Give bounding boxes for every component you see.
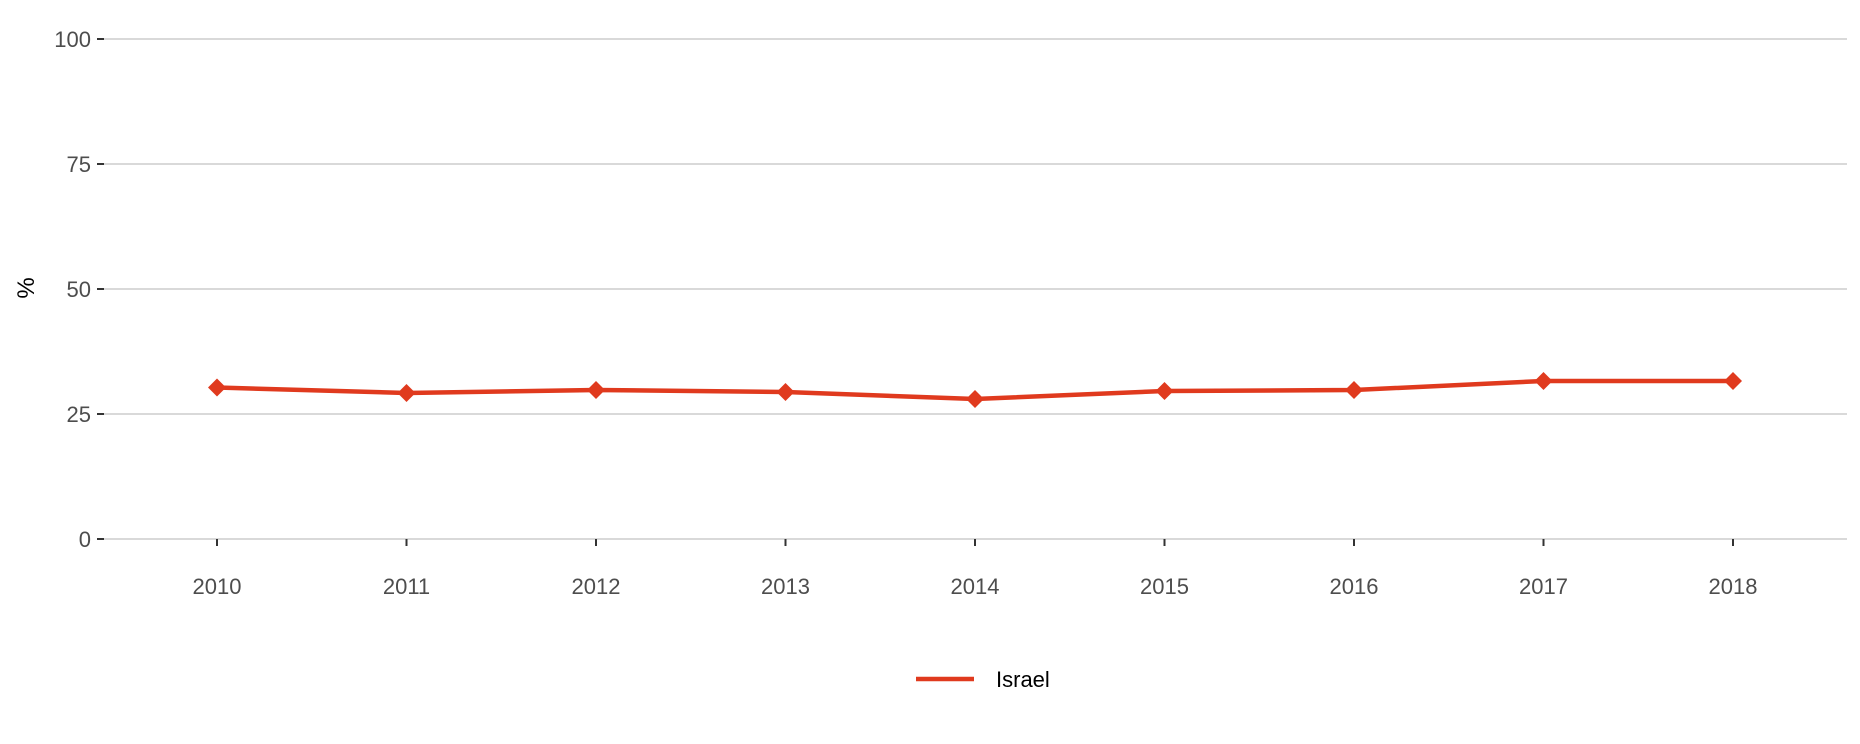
gridlines: [104, 38, 1847, 540]
data-point-marker: [1534, 372, 1553, 390]
x-tick-label: 2010: [193, 574, 242, 599]
data-point-marker: [966, 390, 984, 408]
data-point-marker: [397, 384, 416, 402]
data-point-marker: [587, 381, 605, 399]
data-point-marker: [1345, 381, 1363, 399]
x-tick-label: 2018: [1709, 574, 1758, 599]
x-tick-label: 2016: [1330, 574, 1379, 599]
data-point-marker: [208, 378, 226, 397]
y-tick-label: 25: [67, 402, 91, 427]
y-tick-label: 0: [79, 527, 91, 552]
legend: Israel: [916, 667, 1050, 692]
data-point-marker: [776, 383, 795, 401]
y-tick-label: 75: [67, 152, 91, 177]
legend-label: Israel: [996, 667, 1050, 692]
y-tick-label: 100: [54, 27, 91, 52]
data-point-marker: [1155, 382, 1174, 400]
x-tick-label: 2011: [383, 574, 430, 599]
x-tick-label: 2013: [761, 574, 810, 599]
y-axis: 0 25 50 75 100: [54, 27, 104, 552]
x-tick-label: 2017: [1519, 574, 1568, 599]
x-axis: 2010 2011 2012 2013 2014 2015 2016 2017 2018: [193, 539, 1758, 599]
x-tick-label: 2014: [951, 574, 1000, 599]
data-point-marker: [1724, 372, 1742, 390]
y-axis-title: %: [13, 277, 40, 298]
y-tick-label: 50: [67, 277, 91, 302]
x-tick-label: 2012: [572, 574, 621, 599]
series: [208, 372, 1742, 408]
x-tick-label: 2015: [1140, 574, 1189, 599]
